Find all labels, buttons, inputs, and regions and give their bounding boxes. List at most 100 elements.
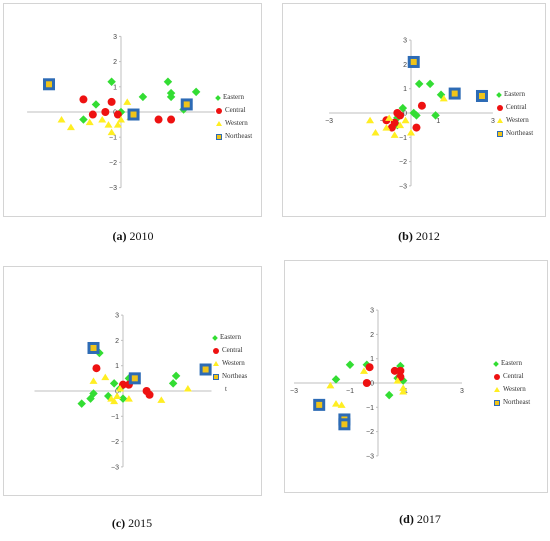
eastern-point	[171, 371, 181, 381]
legend-swatch-western	[216, 121, 222, 126]
eastern-point	[412, 111, 421, 120]
central-point	[396, 366, 405, 375]
western-point	[98, 116, 107, 123]
northeast-point	[43, 78, 56, 91]
y-tick-label: −2	[111, 439, 119, 446]
legend-item: t	[213, 383, 247, 396]
y-tick-label: 0	[403, 111, 407, 118]
legend-label: Northeast	[503, 398, 531, 406]
legend-swatch-central	[216, 107, 222, 114]
y-tick-label: −3	[399, 183, 407, 190]
central-point	[387, 123, 396, 132]
eastern-point	[425, 79, 435, 89]
chart-legend: Eastern Central Western Northeast	[496, 88, 533, 140]
western-point	[382, 124, 391, 131]
legend-swatch-western	[494, 387, 500, 392]
x-tick-label: 3	[460, 388, 464, 395]
legend-label: Western	[506, 116, 529, 124]
legend-label: Central	[225, 106, 246, 114]
y-tick-label: 2	[113, 59, 117, 66]
eastern-point	[331, 375, 341, 384]
caption-year: 2012	[415, 229, 440, 243]
caption-year: 2010	[129, 229, 154, 243]
legend-label: Eastern	[501, 359, 522, 367]
eastern-point	[118, 394, 128, 403]
central-point	[113, 110, 122, 119]
x-tick-label: 3	[491, 118, 495, 125]
western-point	[337, 401, 346, 408]
eastern-point	[138, 92, 148, 102]
western-point	[326, 381, 335, 389]
x-tick-label: −3	[325, 118, 333, 125]
central-point	[154, 115, 163, 124]
y-tick-label: 2	[115, 338, 119, 345]
eastern-point	[168, 379, 178, 388]
legend-label: Eastern	[504, 90, 525, 98]
y-tick-label: 0	[115, 389, 119, 396]
western-point	[113, 121, 122, 128]
western-point	[385, 114, 394, 121]
figure-caption: (c) 2015	[62, 516, 202, 531]
northeast-point	[338, 418, 351, 431]
y-tick-label: 3	[403, 38, 407, 45]
northeast-point	[407, 55, 420, 68]
northeast-point	[127, 108, 140, 121]
northeast-point	[199, 363, 212, 376]
western-point	[110, 397, 119, 405]
western-point	[124, 395, 133, 402]
eastern-point	[384, 390, 394, 400]
x-tick-label: −3	[290, 388, 298, 395]
legend-item: Eastern	[493, 357, 530, 370]
legend-swatch-northeast	[216, 133, 222, 140]
legend-label: Central	[222, 346, 243, 354]
western-point	[116, 384, 125, 392]
x-tick-label: −1	[346, 388, 354, 395]
western-point	[104, 121, 113, 128]
western-point	[399, 388, 408, 395]
western-point	[396, 121, 405, 129]
legend-swatch-northeast	[494, 399, 500, 406]
western-point	[66, 123, 75, 131]
eastern-point	[109, 379, 119, 388]
caption-tag: (a)	[112, 229, 127, 243]
northeast-point	[180, 98, 193, 111]
legend-swatch-central	[213, 347, 219, 354]
y-tick-label: 3	[115, 313, 119, 320]
eastern-point	[79, 115, 88, 124]
northeast-point	[475, 89, 488, 102]
caption-year: 2017	[416, 512, 441, 526]
western-point	[183, 384, 192, 392]
legend-item: Western	[494, 383, 530, 396]
eastern-point	[191, 87, 201, 97]
eastern-point	[166, 92, 176, 102]
legend-item: Central	[213, 344, 247, 357]
legend-item: Western	[216, 117, 252, 130]
western-point	[371, 128, 380, 136]
western-point	[117, 116, 125, 123]
caption-tag: (c)	[111, 516, 126, 530]
legend-swatch-northeast	[497, 130, 503, 137]
y-tick-label: 2	[370, 332, 374, 339]
western-point	[85, 118, 94, 126]
central-point	[393, 109, 402, 117]
legend-item: Northeast	[216, 130, 252, 143]
northeast-point	[313, 398, 326, 411]
eastern-point	[89, 389, 98, 398]
x-tick-label: 1	[436, 118, 440, 125]
legend-label: Central	[503, 372, 524, 380]
legend-item: Eastern	[212, 331, 247, 344]
eastern-point	[431, 111, 440, 120]
chart-legend: Eastern Central Western Northeast	[215, 91, 252, 143]
x-tick-label: 1	[404, 388, 408, 395]
legend-label: Western	[225, 119, 248, 127]
y-tick-label: −1	[109, 135, 117, 142]
central-point	[390, 366, 399, 375]
chart-legend: Eastern Central Western Northeast	[493, 357, 531, 409]
eastern-point	[77, 399, 86, 408]
y-tick-label: −1	[111, 414, 119, 421]
y-tick-label: 1	[370, 356, 374, 363]
western-point	[101, 373, 110, 381]
legend-item: Central	[494, 370, 530, 383]
legend-item: Western	[213, 357, 247, 370]
western-point	[390, 131, 399, 138]
